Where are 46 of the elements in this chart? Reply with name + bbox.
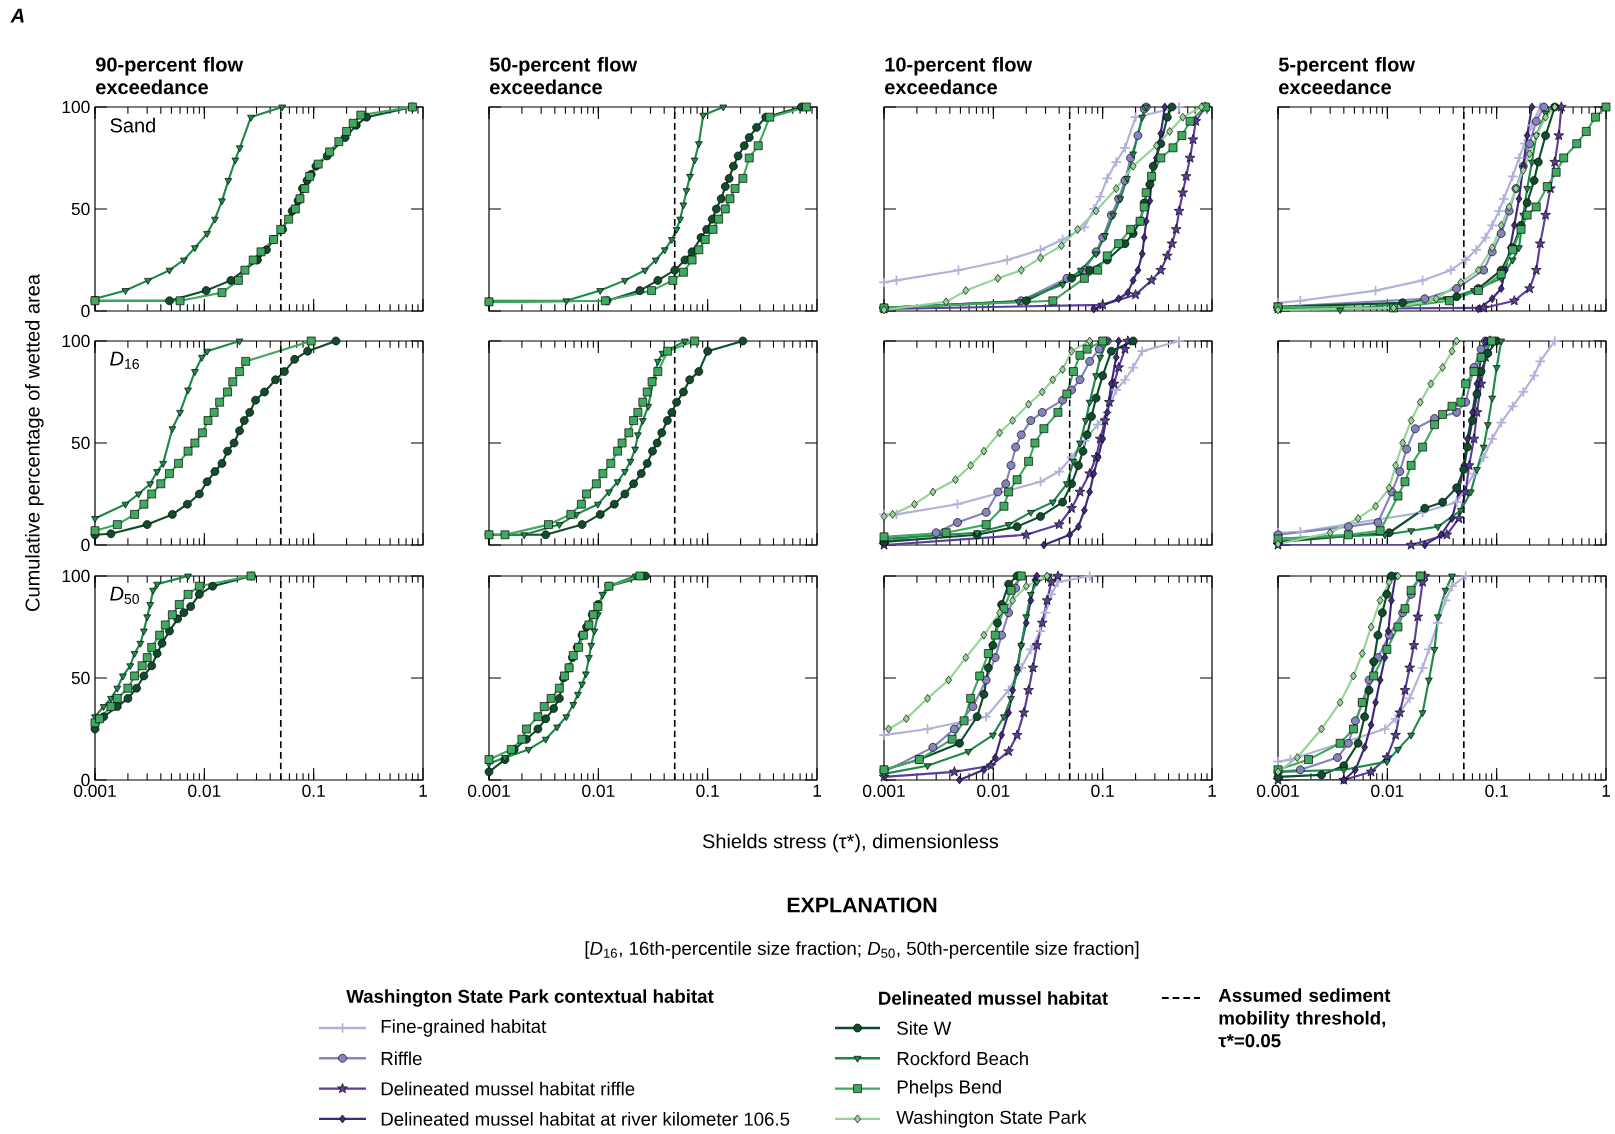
chart-title: 5-percent flow exceedance [1278, 56, 1415, 95]
x-axis-title: Shields stress (τ*), dimensionless [702, 833, 999, 853]
x-tick-label: 1 [419, 784, 427, 797]
x-tick-label: 0.1 [302, 784, 325, 797]
x-tick-label: 0.1 [1091, 784, 1114, 797]
x-tick-label: 0.01 [1371, 784, 1404, 797]
y-tick-label: 100 [62, 100, 90, 114]
x-tick-label: 1 [813, 784, 821, 797]
legend-label: Washington State Park [896, 1110, 1087, 1128]
annotation: Sand [110, 117, 155, 133]
chart-title: 10-percent flow exceedance [885, 56, 1033, 95]
text: A [10, 8, 24, 23]
y-tick-label: 0 [81, 538, 90, 552]
x-tick-label: 0.001 [862, 784, 905, 797]
y-tick-label: 100 [62, 569, 90, 583]
y-tick-label: 100 [62, 334, 90, 348]
x-tick-label: 1 [1208, 784, 1216, 797]
y-axis-title: Cumulative percentage of wetted area [25, 274, 44, 611]
text: [D$_{16}$, 16th-percentile size fraction; D$_{50}$, 50th-percentile size fraction] [585, 941, 1139, 959]
y-tick-label: 0 [81, 304, 90, 318]
legend-label: Rockford Beach [897, 1051, 1028, 1066]
chart-title: 50-percent flow exceedance [489, 56, 638, 95]
x-tick-label: 0.01 [582, 784, 615, 797]
y-tick-label: 50 [71, 671, 90, 685]
legend-label: Site W [897, 1021, 952, 1035]
annotation: D$_{16}$ [110, 351, 139, 369]
x-tick-label: 1 [1602, 784, 1610, 797]
text: Delineated mussel habitat [879, 991, 1108, 1005]
x-tick-label: 0.01 [188, 784, 221, 797]
x-tick-label: 0.001 [467, 784, 510, 797]
text: Washington State Park contextual habitat [346, 989, 714, 1007]
chart-title: 90-percent flow exceedance [95, 56, 244, 95]
y-tick-label: 50 [71, 202, 90, 216]
annotation: D$_{50}$ [110, 586, 140, 604]
x-tick-label: 0.1 [696, 784, 719, 797]
x-tick-label: 0.1 [1485, 784, 1508, 797]
x-tick-label: 0.01 [977, 784, 1010, 797]
legend-label: Assumed sediment mobility threshold, τ*=0.05 [1218, 988, 1391, 1048]
legend-label: Delineated mussel habitat at river kilometer 106.5 [381, 1112, 790, 1126]
y-tick-label: 50 [71, 436, 90, 450]
x-tick-label: 0.001 [1257, 784, 1299, 797]
legend-label: Phelps Bend [897, 1079, 1001, 1098]
text: EXPLANATION [787, 897, 937, 913]
legend-label: Delineated mussel habitat riffle [381, 1081, 635, 1096]
legend-label: Fine-grained habitat [381, 1019, 547, 1037]
legend-label: Riffle [381, 1051, 422, 1066]
